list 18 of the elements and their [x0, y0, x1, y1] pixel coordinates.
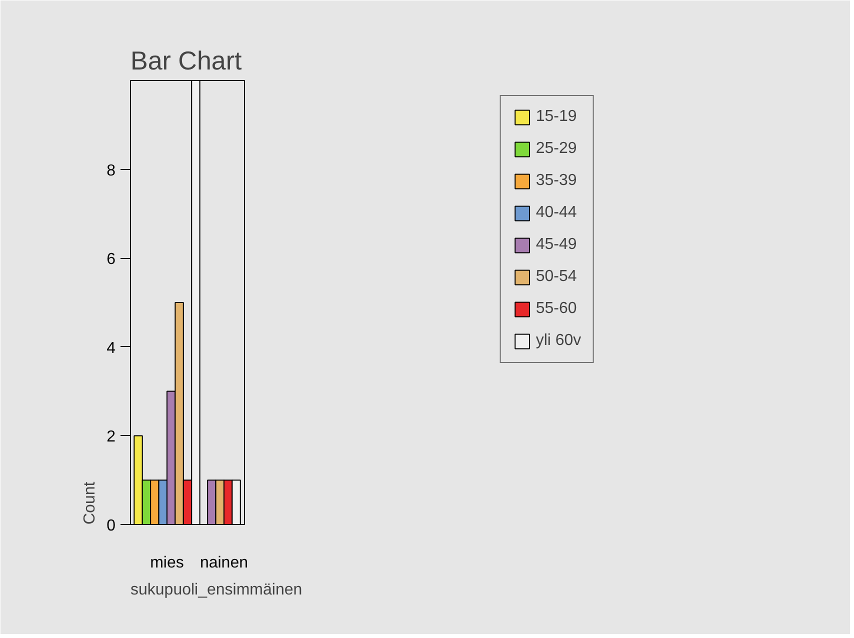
legend-label: 45-49 — [536, 236, 577, 254]
y-tick-label: 8 — [106, 162, 116, 180]
y-tick-label: 4 — [106, 340, 116, 357]
y-axis-title: Count — [82, 481, 98, 524]
y-tick-label: 2 — [106, 428, 116, 446]
legend-label: 55-60 — [536, 300, 577, 318]
legend-label: yli 60v — [536, 332, 582, 350]
x-axis-title: sukupuoli_ensimmäinen — [130, 582, 302, 598]
legend-label: 35-39 — [536, 172, 577, 190]
legend-label: 25-29 — [536, 140, 577, 158]
y-tick-label: 0 — [106, 518, 116, 534]
chart-title: Bar Chart — [130, 46, 243, 76]
legend-label: 50-54 — [536, 268, 577, 286]
x-tick-label: mies — [150, 554, 184, 572]
legend-label: 15-19 — [536, 108, 577, 126]
legend-label: 40-44 — [536, 204, 577, 222]
x-tick-label: nainen — [200, 554, 248, 572]
y-tick-label: 6 — [106, 251, 116, 268]
